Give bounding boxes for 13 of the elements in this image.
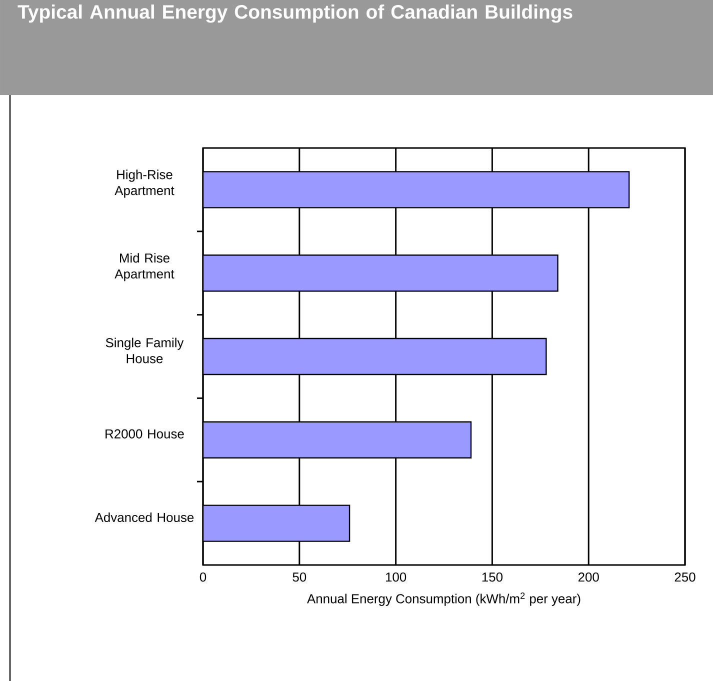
y-tick-label: Mid Rise Apartment (114, 253, 174, 282)
x-tick-label: 50 (292, 572, 306, 582)
x-tick-label: 200 (578, 572, 599, 582)
x-tick-label: 100 (386, 572, 406, 582)
y-tick-label: R2000 House (106, 429, 184, 438)
y-tick-label: Single Family House (106, 338, 184, 364)
y-tick-label: Advanced House (94, 512, 194, 522)
x-tick-label: 250 (674, 572, 696, 582)
x-axis-title: Annual Energy Consumption (kWh/m$^{2}$ per year) (307, 592, 580, 606)
chart-title: Typical Annual Energy Consumption of Canadian Buildings (18, 4, 572, 23)
x-tick-label: 0 (200, 572, 206, 582)
y-tick-label: High-Rise Apartment (114, 170, 174, 198)
x-tick-label: 150 (482, 572, 503, 582)
